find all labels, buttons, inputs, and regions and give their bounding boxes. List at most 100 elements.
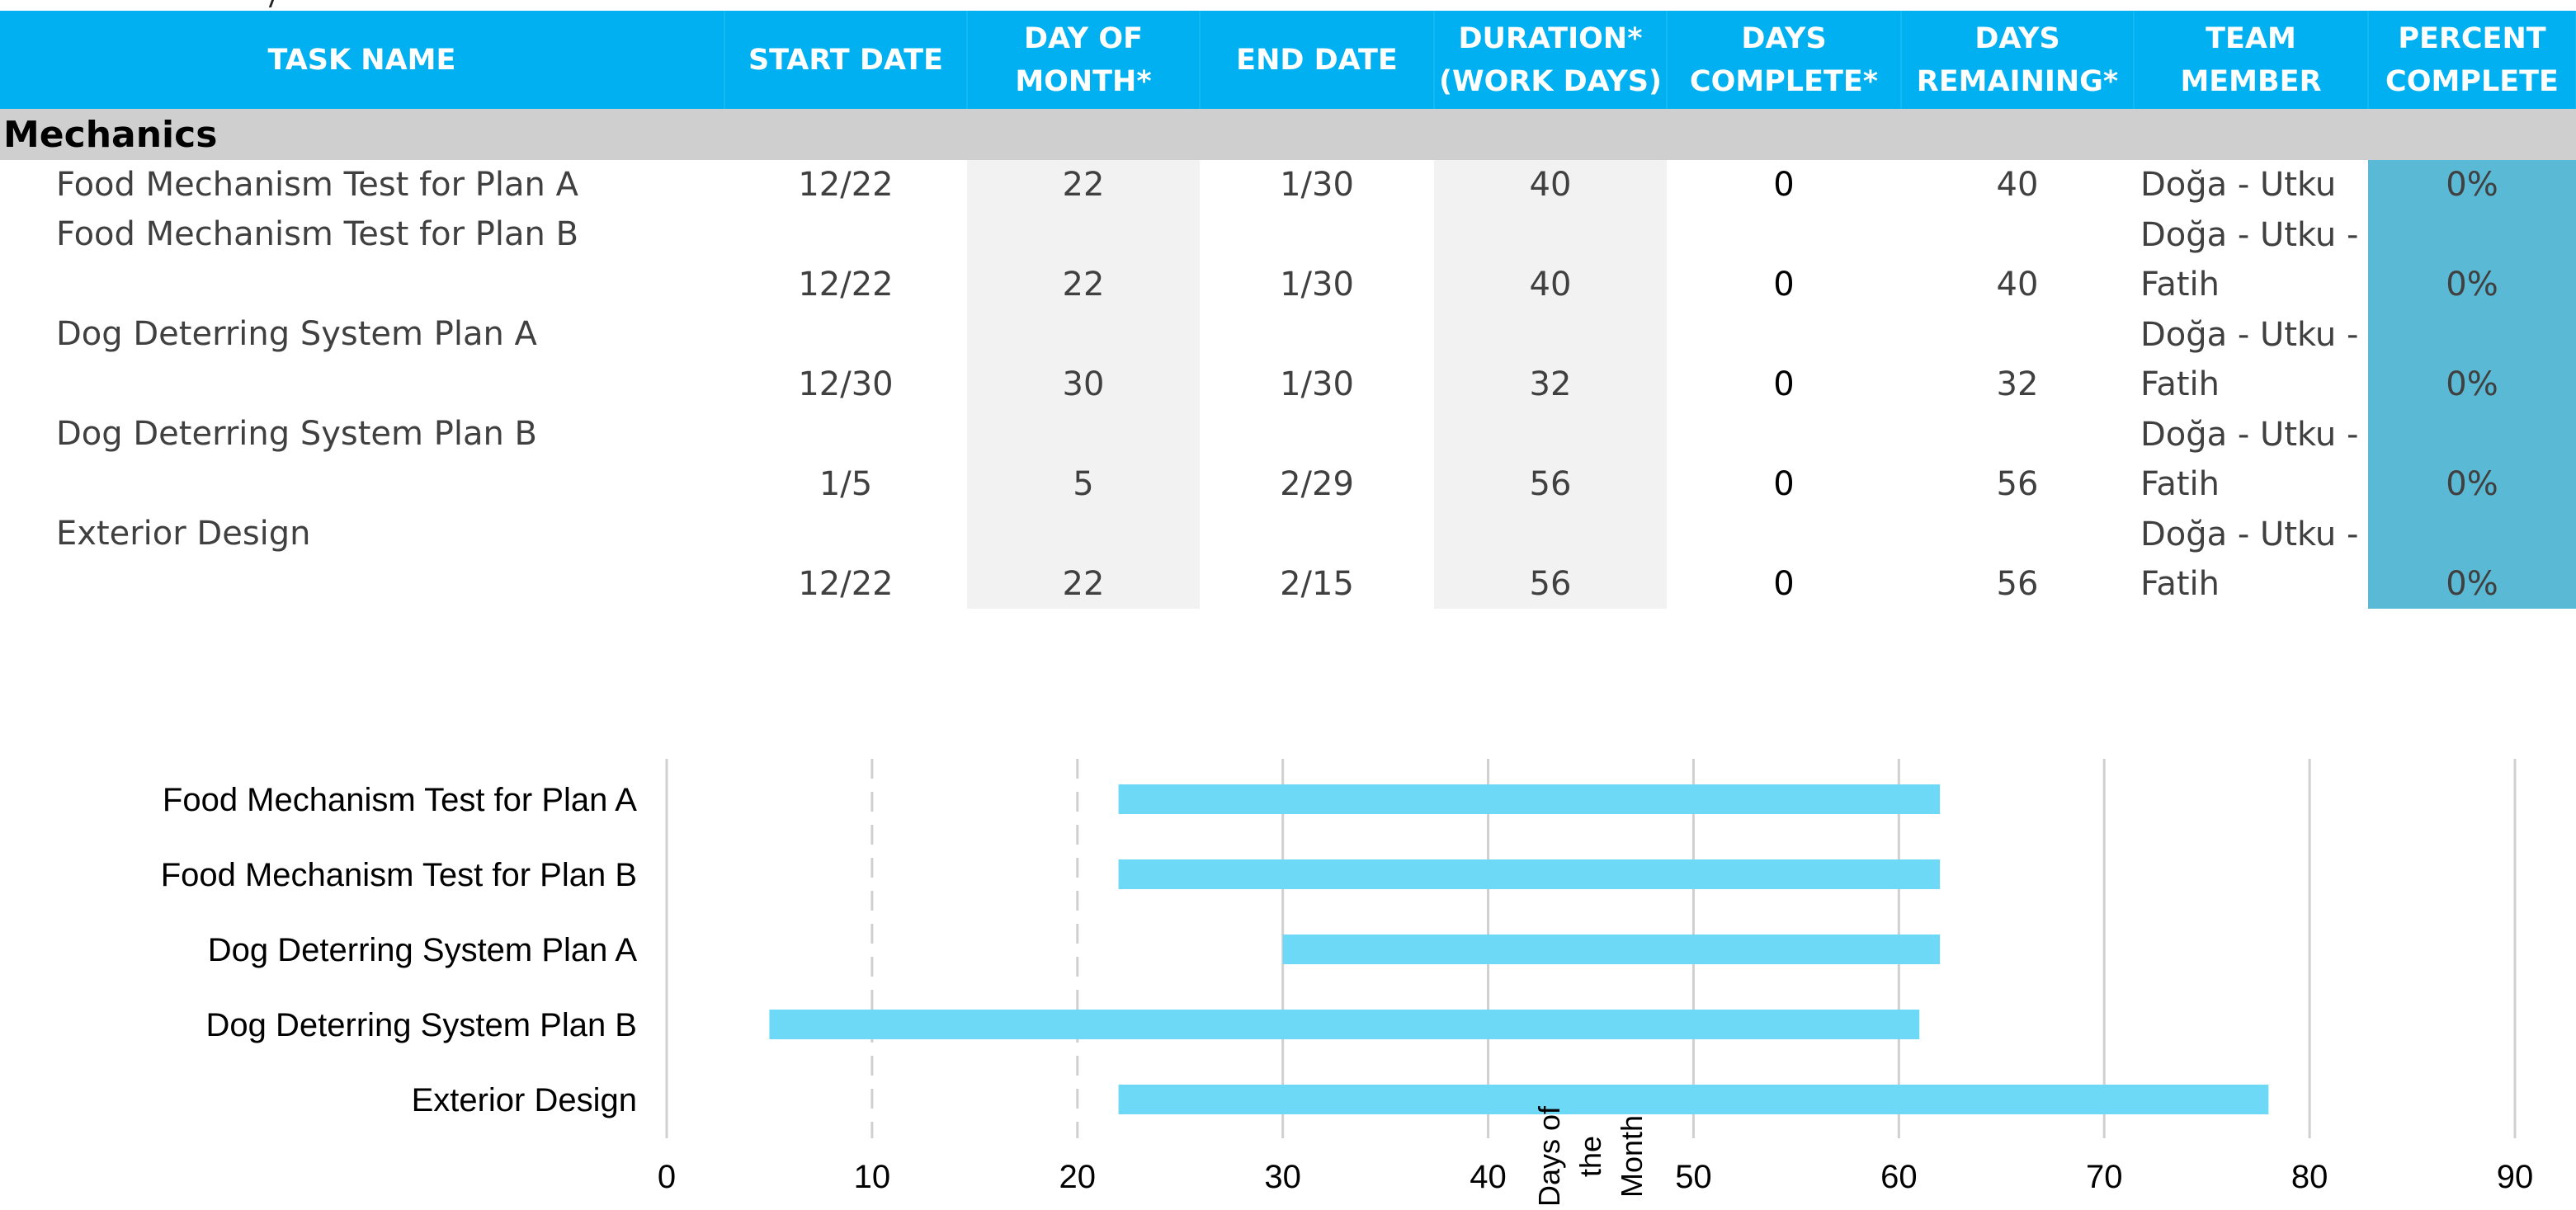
column-header-line: DAY OF	[1024, 21, 1143, 55]
percent-complete-cell[interactable]: 0%	[2368, 210, 2576, 309]
chart-tick-label: 30	[1264, 1159, 1301, 1195]
duration-cell[interactable]: 40	[1434, 210, 1667, 309]
chart-axis-title-line: Month	[1615, 1115, 1649, 1198]
days-complete-cell[interactable]: 0	[1773, 266, 1795, 304]
team-member-line: Fatih	[2140, 266, 2220, 304]
start-date-cell[interactable]: 12/22	[798, 266, 894, 304]
chart-tick-label: 0	[658, 1159, 676, 1195]
percent-complete-cell[interactable]: 0%	[2368, 160, 2576, 210]
days-remaining-cell[interactable]: 40	[1996, 266, 2039, 304]
day-of-month-cell[interactable]: 22	[967, 210, 1200, 309]
column-header-line: END DATE	[1236, 43, 1398, 77]
days-remaining-cell[interactable]: 32	[1996, 365, 2039, 403]
column-header-day-of-month[interactable]: DAY OF MONTH*	[967, 11, 1201, 109]
gantt-chart: Food Mechanism Test for Plan A Food Mecha…	[161, 759, 2534, 1207]
duration-cell[interactable]: 32	[1434, 309, 1667, 409]
team-member-line: Doğa - Utku -	[2140, 416, 2359, 454]
table-row: Exterior Design 12/22 22 2/15 56 0 56 Doğa - Ut…	[0, 509, 2576, 609]
start-date-cell[interactable]: 12/22	[798, 166, 894, 204]
column-header-line: MEMBER	[2180, 64, 2322, 98]
chart-category-label: Dog Deterring System Plan B	[206, 1007, 637, 1043]
days-complete-cell[interactable]: 0	[1773, 365, 1795, 403]
days-complete-cell[interactable]: 0	[1773, 465, 1795, 503]
column-header-days-complete[interactable]: DAYS COMPLETE*	[1667, 11, 1902, 109]
day-of-month-cell[interactable]: 22	[967, 160, 1200, 210]
duration-cell[interactable]: 56	[1434, 409, 1667, 509]
chart-category-label: Dog Deterring System Plan A	[208, 932, 638, 968]
chart-tick-label: 70	[2086, 1159, 2123, 1195]
start-date-cell[interactable]: 1/5	[819, 465, 873, 503]
team-member-line: Doğa - Utku -	[2140, 316, 2359, 354]
task-name-cell[interactable]: Food Mechanism Test for Plan B	[56, 215, 579, 253]
section-title: Mechanics	[0, 109, 2576, 160]
column-header-task-name[interactable]: TASK NAME	[0, 11, 725, 109]
column-header-line: TEAM	[2206, 21, 2296, 55]
task-name-cell[interactable]: Dog Deterring System Plan A	[56, 315, 537, 353]
days-complete-cell[interactable]: 0	[1773, 166, 1795, 204]
task-name-cell[interactable]: Exterior Design	[56, 515, 311, 553]
chart-bar	[1118, 784, 1941, 814]
chart-tick-label: 20	[1059, 1159, 1097, 1195]
team-member-cell[interactable]: Doğa - Utku - Fatih	[2134, 509, 2368, 609]
days-remaining-cell[interactable]: 56	[1996, 565, 2039, 603]
column-header-line: (WORK DAYS)	[1439, 64, 1662, 98]
column-header-team-member[interactable]: TEAM MEMBER	[2134, 11, 2369, 109]
chart-bar	[1118, 859, 1941, 889]
start-date-cell[interactable]: 12/30	[798, 365, 894, 403]
start-date-cell[interactable]: 12/22	[798, 565, 894, 603]
end-date-cell[interactable]: 2/29	[1280, 465, 1354, 503]
chart-category-label: Food Mechanism Test for Plan A	[163, 782, 637, 818]
days-complete-cell[interactable]: 0	[1773, 565, 1795, 603]
percent-complete-cell[interactable]: 0%	[2368, 409, 2576, 509]
column-header-line: MONTH*	[1015, 64, 1152, 98]
days-remaining-cell[interactable]: 56	[1996, 465, 2039, 503]
team-member-cell[interactable]: Doğa - Utku - Fatih	[2134, 309, 2368, 409]
column-header-line: TASK NAME	[267, 43, 456, 77]
column-header-days-remaining[interactable]: DAYS REMAINING*	[1901, 11, 2135, 109]
team-member-cell[interactable]: Doğa - Utku	[2134, 160, 2368, 210]
days-remaining-cell[interactable]: 40	[1996, 166, 2039, 204]
chart-tick-label: 50	[1675, 1159, 1712, 1195]
section-row: Mechanics	[0, 109, 2576, 160]
chart-tick-label: 60	[1880, 1159, 1918, 1195]
end-date-cell[interactable]: 1/30	[1280, 266, 1354, 304]
table-row: Food Mechanism Test for Plan A 12/22 22 1/3…	[0, 160, 2576, 210]
team-member-cell[interactable]: Doğa - Utku - Fatih	[2134, 210, 2368, 309]
day-of-month-cell[interactable]: 22	[967, 509, 1200, 609]
column-header-line: COMPLETE*	[1689, 64, 1879, 98]
percent-complete-cell[interactable]: 0%	[2368, 309, 2576, 409]
column-header-line: START DATE	[748, 43, 944, 77]
column-header-end-date[interactable]: END DATE	[1200, 11, 1435, 109]
team-member-cell[interactable]: Doğa - Utku - Fatih	[2134, 409, 2368, 509]
column-header-start-date[interactable]: START DATE	[724, 11, 968, 109]
task-name-cell[interactable]: Dog Deterring System Plan B	[56, 415, 537, 453]
task-name-cell[interactable]: Food Mechanism Test for Plan A	[56, 166, 578, 204]
chart-bar	[769, 1010, 1920, 1039]
day-of-month-cell[interactable]: 30	[967, 309, 1200, 409]
duration-cell[interactable]: 40	[1434, 160, 1667, 210]
end-date-cell[interactable]: 2/15	[1280, 565, 1354, 603]
clipped-text-fragment	[239, 0, 289, 10]
team-member-line: Doğa - Utku -	[2140, 216, 2359, 254]
end-date-cell[interactable]: 1/30	[1280, 365, 1354, 403]
chart-category-label: Food Mechanism Test for Plan B	[161, 857, 637, 893]
table-header-row: TASK NAME START DATE DAY OF MONTH* END DATE D…	[0, 11, 2576, 109]
team-member-line: Fatih	[2140, 365, 2220, 403]
team-member-line: Doğa - Utku	[2140, 166, 2337, 204]
chart-axis-title-line: Days of	[1532, 1105, 1566, 1207]
column-header-percent-complete[interactable]: PERCENT COMPLETE	[2368, 11, 2576, 109]
day-of-month-cell[interactable]: 5	[967, 409, 1200, 509]
chart-tick-label: 90	[2497, 1159, 2534, 1195]
table-row: Food Mechanism Test for Plan B 12/22 22 1/3…	[0, 210, 2576, 309]
column-header-duration[interactable]: DURATION* (WORK DAYS)	[1434, 11, 1668, 109]
column-header-line: PERCENT	[2398, 21, 2546, 55]
table-row: Dog Deterring System Plan B 1/5 5 2/29 56 0 56…	[0, 409, 2576, 509]
duration-cell[interactable]: 56	[1434, 509, 1667, 609]
team-member-line: Fatih	[2140, 465, 2220, 503]
column-header-line: COMPLETE	[2385, 64, 2559, 98]
chart-tick-label: 40	[1470, 1159, 1507, 1195]
table-body: Mechanics Food Mechanism Test for Plan A…	[0, 109, 2576, 609]
percent-complete-cell[interactable]: 0%	[2368, 509, 2576, 609]
end-date-cell[interactable]: 1/30	[1280, 166, 1354, 204]
